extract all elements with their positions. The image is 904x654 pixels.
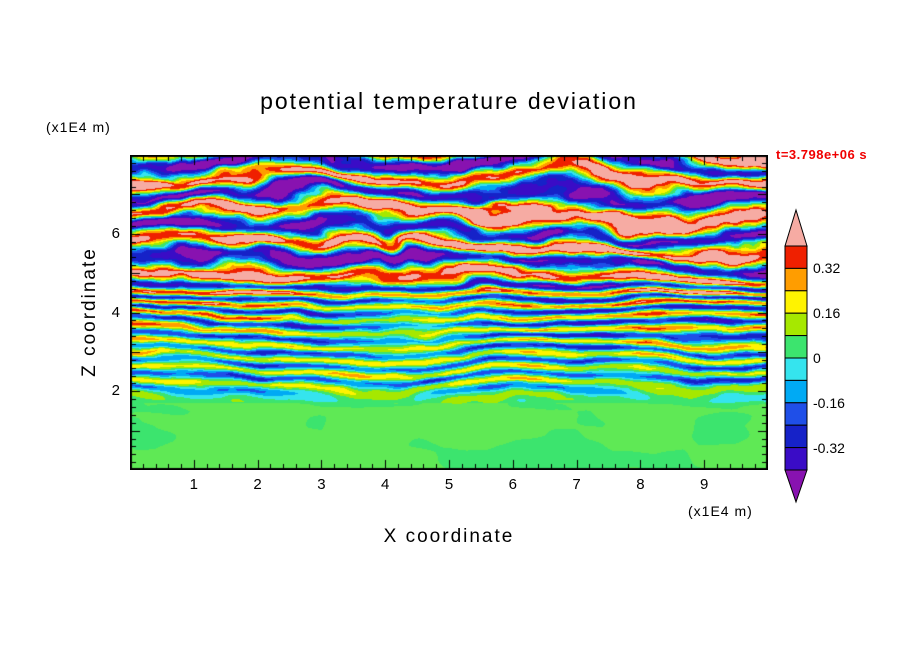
colorbar-band	[784, 424, 808, 449]
x-tick-label: 9	[700, 476, 709, 493]
z-tick-label: 4	[111, 303, 120, 321]
x-tick-label: 2	[253, 476, 262, 493]
z-axis-units: (x1E4 m)	[46, 119, 111, 135]
x-tick-label: 7	[572, 476, 581, 493]
x-axis-units: (x1E4 m)	[688, 503, 753, 519]
x-tick-label: 3	[317, 476, 326, 493]
colorbar-band	[784, 379, 808, 404]
x-tick-label: 4	[381, 476, 390, 493]
colorbar-arrow-top	[784, 208, 808, 247]
colorbar	[779, 203, 813, 512]
colorbar-band	[784, 357, 808, 381]
colorbar-tick-label: -0.16	[813, 394, 845, 411]
colorbar-tick-label: 0.16	[813, 305, 841, 322]
x-tick-label: 5	[444, 476, 454, 493]
z-tick-label: 2	[111, 382, 120, 400]
colorbar-tick-label: -0.32	[813, 439, 845, 456]
x-tick-label: 1	[189, 476, 198, 493]
x-tick-label: 8	[636, 476, 645, 493]
colorbar-band	[784, 447, 808, 471]
colorbar-band	[784, 335, 808, 359]
x-tick-label: 6	[508, 476, 517, 493]
colorbar-tick-label: 0	[813, 350, 821, 366]
colorbar-band	[784, 267, 808, 292]
colorbar-tick-label: 0.32	[813, 260, 841, 277]
colorbar-band	[784, 402, 808, 426]
colorbar-band	[784, 290, 808, 314]
colorbar-arrow-bottom	[784, 469, 808, 504]
x-axis-label: X coordinate	[383, 526, 515, 547]
chart-title: potential temperature deviation	[260, 88, 638, 114]
colorbar-band	[784, 245, 808, 269]
z-tick-label: 6	[111, 224, 120, 242]
timestamp-label: t=3.798e+06 s	[776, 147, 868, 162]
contour-field-canvas	[130, 155, 768, 470]
colorbar-band	[784, 312, 808, 337]
